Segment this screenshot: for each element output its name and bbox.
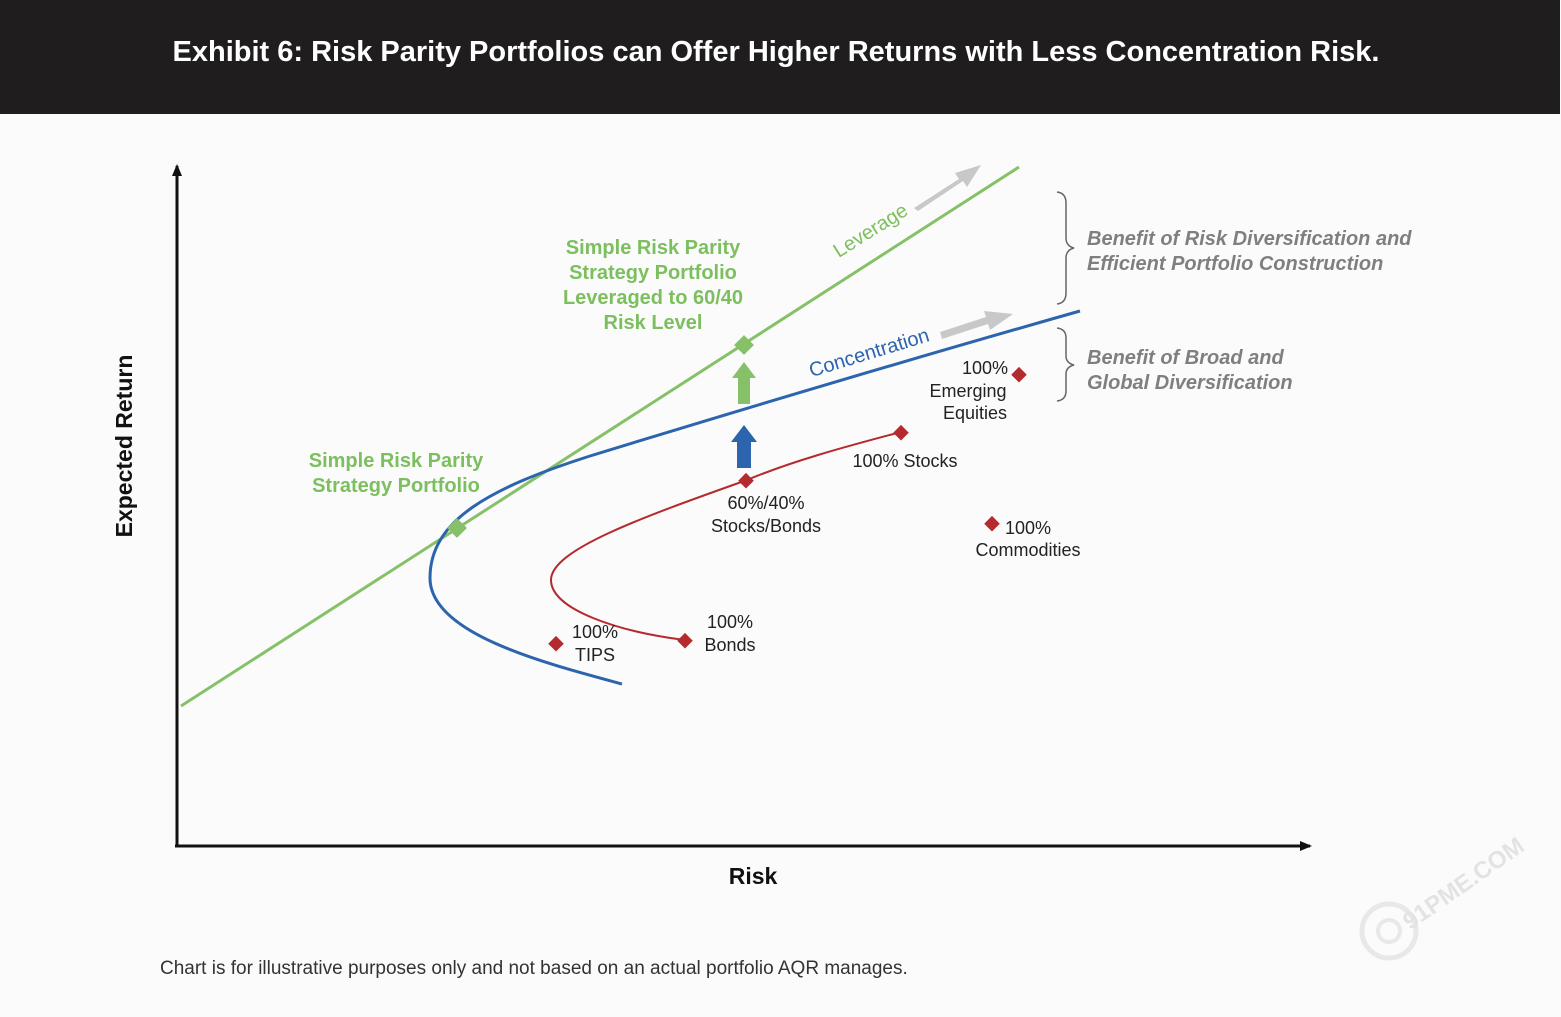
benefit-risk-line-2: Efficient Portfolio Construction (1087, 253, 1383, 275)
watermark-logo-icon (1359, 901, 1419, 961)
brace-global-diversification (1056, 327, 1075, 402)
brace-risk-diversification (1056, 191, 1075, 305)
bonds-label-1: 100% (707, 612, 753, 632)
x-axis-label: Risk (729, 863, 778, 889)
watermark-logo-inner-icon (1376, 918, 1402, 944)
traditional-frontier (549, 431, 902, 641)
header-bar: Exhibit 6: Risk Parity Portfolios can Of… (0, 0, 1560, 114)
tips-label-2: TIPS (575, 645, 615, 665)
benefit-global-line-2: Global Diversification (1087, 372, 1293, 394)
commodities-label-2: Commodities (975, 540, 1080, 560)
blue-up-arrow (731, 425, 757, 468)
rp-leveraged-line-4: Risk Level (604, 312, 703, 334)
sixty-forty-label-1: 60%/40% (727, 493, 804, 513)
footnote: Chart is for illustrative purposes only … (160, 958, 908, 979)
bonds-label-2: Bonds (704, 635, 755, 655)
sixty-forty-label-2: Stocks/Bonds (711, 516, 821, 536)
tips-label-1: 100% (572, 622, 618, 642)
rp-leveraged-marker (734, 335, 754, 355)
concentration-frontier (428, 309, 1081, 686)
rp-leveraged-line-3: Leveraged to 60/40 (563, 287, 743, 309)
commodities-marker (984, 515, 1000, 532)
emerging-label-3: Equities (943, 403, 1007, 423)
rp-portfolio-annotation: Simple Risk Parity Strategy Portfolio (309, 450, 484, 497)
y-axis-label: Expected Return (111, 355, 137, 538)
rp-portfolio-line-1: Simple Risk Parity (309, 450, 484, 472)
leverage-gray-arrow (914, 165, 981, 211)
benefit-risk-line-1: Benefit of Risk Diversification and (1087, 228, 1412, 250)
emerging-marker (1011, 366, 1027, 383)
sixty-forty-marker (738, 472, 754, 489)
rp-leveraged-line-2: Strategy Portfolio (569, 262, 737, 284)
green-up-arrow (732, 362, 756, 404)
tips-marker (548, 635, 564, 652)
bonds-marker (677, 632, 693, 649)
benefit-global-line-1: Benefit of Broad and (1087, 347, 1284, 369)
watermark-text: 91PME.COM (1398, 832, 1529, 935)
stocks-marker (893, 424, 909, 441)
rp-portfolio-line-2: Strategy Portfolio (312, 475, 480, 497)
page-title: Exhibit 6: Risk Parity Portfolios can Of… (172, 36, 1380, 68)
leverage-label: Leverage (830, 199, 912, 262)
emerging-label-2: Emerging (929, 381, 1006, 401)
rp-leveraged-annotation: Simple Risk Parity Strategy Portfolio Le… (563, 237, 743, 334)
emerging-label-1: 100% (962, 358, 1008, 378)
concentration-gray-arrow (940, 311, 1013, 339)
commodities-label-1: 100% (1005, 518, 1051, 538)
watermark: 91PME.COM (1359, 832, 1529, 961)
rp-leveraged-line-1: Simple Risk Parity (566, 237, 741, 259)
rp-portfolio-marker (447, 518, 467, 538)
leverage-line (180, 165, 1020, 708)
stocks-label: 100% Stocks (852, 451, 957, 471)
